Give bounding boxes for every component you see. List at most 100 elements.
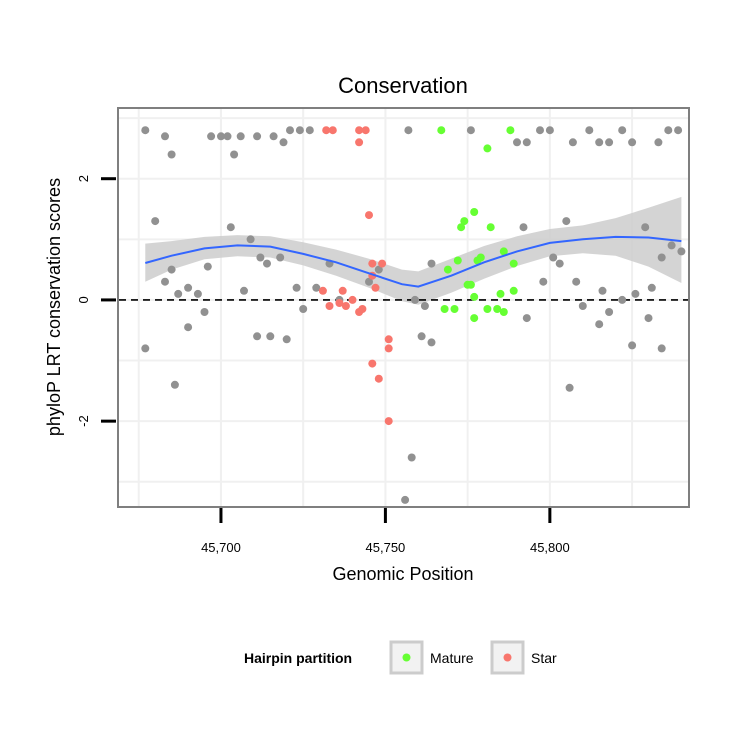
data-point-other xyxy=(466,126,475,135)
data-point-star xyxy=(384,335,393,344)
data-point-mature xyxy=(460,217,469,226)
x-axis: 45,700 45,750 45,800 xyxy=(201,508,570,555)
data-point-other xyxy=(605,308,614,316)
data-point-star xyxy=(374,374,383,383)
data-point-star xyxy=(335,299,344,307)
data-point-other xyxy=(427,338,436,347)
data-point-mature xyxy=(506,126,515,135)
data-point-other xyxy=(240,286,248,295)
data-point-other xyxy=(539,277,548,286)
data-point-mature xyxy=(509,286,518,295)
data-point-other xyxy=(628,138,637,147)
x-tick-label: 45,750 xyxy=(366,540,406,555)
data-point-other xyxy=(654,138,663,147)
data-point-other xyxy=(572,277,581,286)
data-point-other xyxy=(618,295,627,304)
data-point-other xyxy=(141,126,150,135)
data-point-other xyxy=(631,289,640,298)
data-point-other xyxy=(203,262,212,271)
y-tick-label: 0 xyxy=(76,296,91,303)
legend-item-star: Star xyxy=(490,640,557,675)
data-point-other xyxy=(207,132,216,141)
data-point-other xyxy=(263,259,271,268)
data-point-other xyxy=(568,138,577,147)
data-point-mature xyxy=(470,292,479,301)
data-point-other xyxy=(174,289,183,298)
confidence-band xyxy=(145,196,682,305)
data-point-other xyxy=(286,126,294,135)
data-point-other xyxy=(417,332,426,341)
data-point-other xyxy=(170,380,179,389)
data-point-star xyxy=(328,126,337,135)
data-point-mature xyxy=(483,144,492,153)
data-point-star xyxy=(371,283,380,292)
data-point-other xyxy=(562,217,571,226)
data-point-other xyxy=(411,295,419,304)
data-point-other xyxy=(167,265,176,274)
data-point-other xyxy=(282,335,291,344)
legend-key-dot-mature xyxy=(402,653,411,662)
data-point-other xyxy=(677,247,686,256)
legend-item-mature: Mature xyxy=(389,640,474,675)
data-point-mature xyxy=(496,289,505,298)
data-point-other xyxy=(545,126,554,135)
plot-frame xyxy=(117,107,690,508)
data-point-other xyxy=(605,138,614,147)
data-point-other xyxy=(641,223,650,232)
data-point-mature xyxy=(499,247,508,256)
data-point-other xyxy=(312,283,321,292)
data-point-mature xyxy=(443,265,452,274)
data-point-mature xyxy=(450,305,459,313)
data-point-other xyxy=(223,132,232,141)
data-points-layer xyxy=(141,126,686,504)
data-point-star xyxy=(322,126,331,135)
data-point-other xyxy=(522,138,531,147)
data-point-other xyxy=(618,126,627,135)
data-point-other xyxy=(407,453,416,462)
data-point-star xyxy=(325,302,334,310)
y-tick-label: -2 xyxy=(76,415,91,427)
data-point-star xyxy=(365,211,373,220)
data-point-other xyxy=(595,320,604,329)
data-point-other xyxy=(401,495,410,504)
data-point-other xyxy=(167,150,176,159)
data-point-mature xyxy=(509,259,518,268)
data-point-star xyxy=(384,417,393,426)
data-point-other xyxy=(536,126,544,135)
data-point-other xyxy=(565,383,574,392)
confidence-band-layer xyxy=(145,196,682,305)
data-point-other xyxy=(595,138,604,147)
data-point-other xyxy=(161,132,169,141)
data-point-other xyxy=(151,217,160,226)
data-point-star xyxy=(378,259,387,268)
data-point-other xyxy=(420,302,429,310)
smooth-trend-line xyxy=(145,235,682,288)
data-point-other xyxy=(598,286,607,295)
data-point-other xyxy=(585,126,594,135)
data-point-other xyxy=(256,253,265,262)
data-point-other xyxy=(246,235,255,244)
data-point-other xyxy=(266,332,275,341)
data-point-other xyxy=(644,314,653,323)
data-point-star xyxy=(338,286,347,295)
legend-label-star: Star xyxy=(531,650,557,666)
data-point-mature xyxy=(483,305,492,313)
y-axis-label: phyloP LRT conservation scores xyxy=(44,178,64,436)
data-point-other xyxy=(427,259,436,268)
data-point-other xyxy=(667,241,676,250)
x-tick-label: 45,800 xyxy=(530,540,570,555)
data-point-mature xyxy=(466,280,475,289)
data-point-mature xyxy=(457,223,466,232)
data-point-other xyxy=(295,126,304,135)
data-point-other xyxy=(305,126,314,135)
data-point-other xyxy=(292,283,301,292)
data-point-other xyxy=(404,126,413,135)
legend-title: Hairpin partition xyxy=(244,650,352,666)
chart-title: Conservation xyxy=(338,73,468,98)
y-axis: -2 0 2 xyxy=(76,175,116,427)
legend-key-dot-star xyxy=(503,653,512,662)
data-point-other xyxy=(365,277,373,286)
data-point-star xyxy=(368,359,377,368)
data-point-other xyxy=(578,302,587,310)
